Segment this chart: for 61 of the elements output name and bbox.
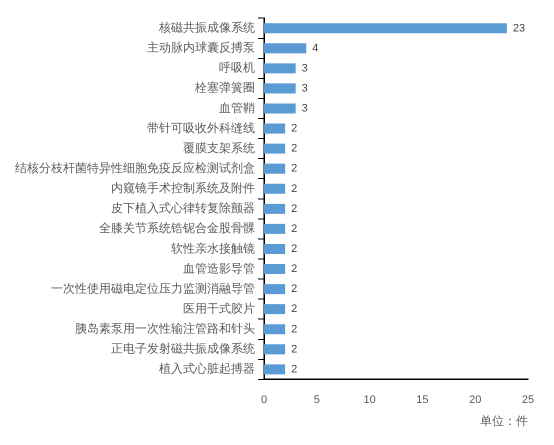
- y-tick-label: 呼吸机: [219, 60, 255, 75]
- y-tick-label: 医用干式胶片: [183, 301, 255, 316]
- bar: [264, 144, 286, 154]
- x-tick-label: 15: [416, 394, 429, 406]
- bar: [264, 204, 286, 214]
- y-tick-label: 软性亲水接触镜: [171, 241, 255, 256]
- bar: [264, 344, 286, 354]
- x-tick-label: 0: [260, 394, 268, 406]
- bar: [264, 124, 286, 134]
- data-label: 2: [291, 243, 298, 255]
- bar: [264, 324, 286, 334]
- data-label: 2: [291, 323, 298, 336]
- bar: [264, 364, 286, 374]
- bar: [264, 224, 286, 234]
- bar: [264, 43, 306, 54]
- x-tick-label: 5: [314, 394, 320, 406]
- y-tick-label: 血管造影导管: [183, 261, 255, 276]
- bar: [264, 23, 507, 34]
- bar: [264, 184, 286, 194]
- data-label: 23: [512, 22, 526, 34]
- data-label: 2: [291, 363, 298, 376]
- data-label: 2: [291, 162, 298, 175]
- y-tick-label: 一次性使用磁电定位压力监测消融导管: [51, 281, 255, 296]
- data-label: 2: [291, 122, 298, 135]
- bar: [264, 284, 286, 294]
- y-tick-label: 带针可吸收外科缝线: [147, 120, 255, 135]
- x-tick-label: 20: [469, 394, 482, 406]
- data-label: 3: [302, 82, 308, 94]
- y-tick-label: 栓塞弹簧圈: [194, 80, 255, 95]
- data-label: 2: [291, 303, 298, 316]
- data-label: 4: [312, 42, 318, 54]
- bar: [264, 103, 296, 114]
- y-tick-label: 正电子发射磁共振成像系统: [111, 342, 255, 356]
- bar: [264, 83, 296, 94]
- x-tick-label: 25: [522, 394, 534, 406]
- data-label: 2: [291, 263, 298, 276]
- x-axis-title: 单位：件: [480, 414, 528, 428]
- bar: [264, 264, 286, 274]
- data-label: 2: [291, 142, 298, 155]
- bar: [264, 164, 286, 174]
- bar: [264, 244, 286, 254]
- y-tick-label: 核磁共振成像系统: [158, 20, 255, 35]
- y-tick-label: 覆膜支架系统: [183, 140, 255, 155]
- data-label: 2: [291, 283, 298, 296]
- data-label: 2: [291, 182, 298, 195]
- y-tick-label: 植入式心脏起搏器: [159, 362, 255, 376]
- y-tick-label: 内窥镜手术控制系统及附件: [111, 181, 255, 196]
- data-label: 2: [291, 343, 298, 356]
- bar: [264, 304, 286, 314]
- y-tick-label: 全膝关节系统锆铌合金股骨髁: [99, 221, 255, 236]
- y-tick-label: 血管鞘: [219, 100, 255, 115]
- y-tick-label: 主动脉内球囊反搏泵: [147, 40, 255, 55]
- y-tick-label: 结核分枝杆菌特异性细胞免疫反应检测试剂盒: [15, 161, 255, 176]
- bar: [264, 63, 296, 74]
- data-label: 2: [291, 222, 298, 235]
- data-label: 2: [291, 202, 298, 215]
- data-label: 3: [302, 62, 308, 74]
- y-tick-label: 胰岛素泵用一次性输注管路和针头: [75, 322, 255, 336]
- y-tick-label: 皮下植入式心律转复除颤器: [111, 201, 255, 216]
- x-tick-label: 10: [363, 394, 376, 406]
- data-label: 3: [302, 102, 308, 115]
